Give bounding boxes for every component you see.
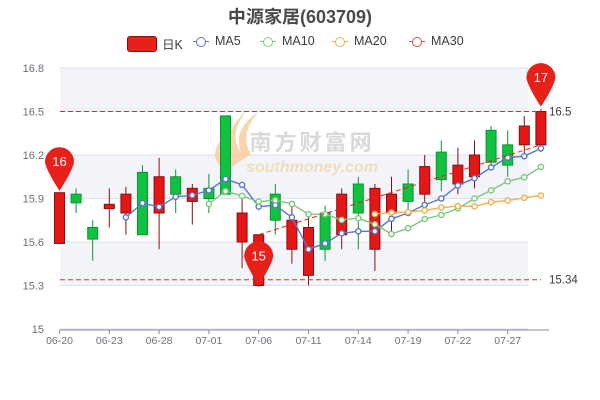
svg-text:16.5: 16.5 bbox=[549, 107, 571, 119]
svg-text:17: 17 bbox=[534, 70, 548, 85]
svg-text:15: 15 bbox=[251, 248, 265, 263]
svg-text:15.34: 15.34 bbox=[549, 275, 578, 287]
svg-text:16: 16 bbox=[52, 154, 66, 169]
